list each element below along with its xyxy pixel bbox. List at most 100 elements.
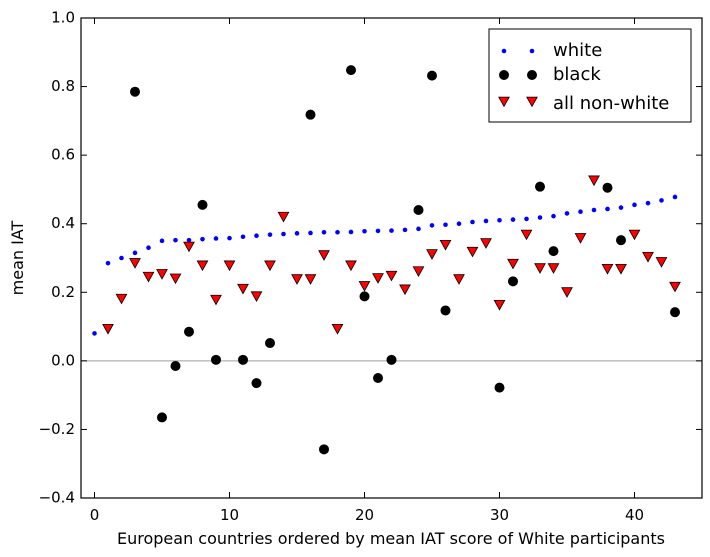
data-point-black [156, 412, 167, 423]
data-point-all-non-white [547, 263, 560, 274]
data-point-all-non-white [196, 260, 209, 272]
data-point-all-non-white [210, 294, 222, 306]
legend-marker-white [501, 48, 507, 54]
data-point-all-non-white [331, 323, 344, 335]
data-point-white [200, 236, 205, 242]
data-point-all-non-white [493, 299, 506, 311]
data-point-all-non-white [129, 258, 141, 269]
data-point-all-non-white [439, 239, 452, 251]
data-point-all-non-white [534, 263, 546, 274]
legend-marker-all-non-white [526, 96, 538, 108]
y-tick-label: 0.0 [51, 351, 75, 369]
data-point-black [129, 86, 140, 97]
y-tick-label: 1.0 [51, 9, 75, 27]
data-point-black [426, 70, 437, 81]
data-point-all-non-white [115, 293, 128, 305]
data-point-black [372, 372, 383, 383]
data-point-all-non-white [453, 274, 465, 285]
data-point-white [213, 236, 219, 241]
y-tick-label: 0.8 [51, 77, 75, 95]
data-point-all-non-white [520, 229, 533, 241]
data-point-white [618, 205, 624, 210]
data-point-black [602, 182, 613, 193]
data-point-white [267, 232, 273, 237]
data-point-black [548, 246, 559, 257]
x-tick-label: 30 [490, 506, 509, 524]
legend-marker-black [498, 70, 509, 81]
data-point-white [551, 213, 556, 219]
data-point-white [672, 194, 678, 200]
data-point-all-non-white [358, 281, 371, 292]
y-tick-label: 0.4 [51, 214, 75, 232]
data-point-white [119, 255, 124, 261]
data-point-white [173, 237, 178, 243]
data-point-black [183, 326, 194, 337]
data-point-all-non-white [318, 250, 330, 261]
data-point-all-non-white [250, 291, 263, 302]
data-point-white [362, 228, 367, 234]
y-tick-label: −0.4 [39, 489, 75, 507]
x-tick-label: 40 [625, 506, 644, 524]
data-point-white [348, 229, 354, 235]
data-point-white [524, 216, 529, 222]
y-axis-label: mean IAT [8, 220, 27, 295]
plot-area-frame [80, 17, 703, 499]
data-point-white [605, 206, 610, 212]
data-point-all-non-white [574, 233, 587, 244]
data-point-white [402, 227, 408, 233]
data-marks [92, 65, 681, 455]
data-point-all-non-white [385, 270, 398, 282]
data-point-black [413, 204, 424, 215]
data-point-white [389, 228, 394, 233]
data-point-all-non-white [615, 263, 627, 275]
data-point-black [170, 360, 181, 371]
legend-marker-white [529, 48, 535, 54]
data-point-all-non-white [277, 211, 290, 223]
data-point-black [264, 338, 275, 349]
data-point-white [186, 237, 192, 243]
data-point-white [146, 245, 151, 251]
legend-label-all-non-white: all non-white [553, 93, 669, 114]
data-point-black [494, 382, 505, 393]
data-point-all-non-white [466, 246, 479, 258]
data-point-white [510, 217, 516, 222]
data-point-white [416, 226, 421, 232]
data-point-white [497, 217, 502, 223]
data-point-all-non-white [304, 274, 317, 285]
data-point-white [375, 228, 381, 234]
data-point-all-non-white [426, 249, 438, 260]
data-point-white [645, 200, 651, 206]
data-point-black [210, 354, 221, 365]
data-point-black [251, 378, 262, 389]
data-point-all-non-white [372, 273, 384, 284]
data-point-white [335, 229, 340, 235]
data-point-all-non-white [264, 260, 276, 272]
data-point-all-non-white [142, 271, 155, 283]
data-point-black [535, 181, 546, 192]
data-point-white [294, 231, 300, 236]
data-point-white [456, 221, 462, 227]
x-tick-label: 20 [355, 506, 374, 524]
data-point-all-non-white [669, 281, 681, 293]
data-point-black [616, 235, 627, 246]
data-point-white [659, 198, 664, 203]
data-point-all-non-white [628, 229, 641, 241]
data-point-all-non-white [291, 274, 303, 285]
data-point-white [578, 209, 583, 215]
data-point-black [345, 65, 356, 76]
data-point-black [318, 444, 329, 455]
data-point-all-non-white [237, 283, 249, 295]
data-point-all-non-white [507, 258, 519, 270]
data-point-black [670, 307, 681, 318]
legend: white black all non-white [488, 28, 692, 123]
legend-box [488, 28, 692, 123]
data-point-all-non-white [588, 175, 600, 187]
data-point-all-non-white [412, 266, 425, 277]
data-point-white [159, 238, 165, 244]
data-point-white [308, 230, 313, 236]
legend-marker-all-non-white [498, 96, 510, 108]
data-point-all-non-white [223, 260, 236, 272]
data-point-black [440, 305, 451, 316]
data-point-black [237, 354, 248, 365]
